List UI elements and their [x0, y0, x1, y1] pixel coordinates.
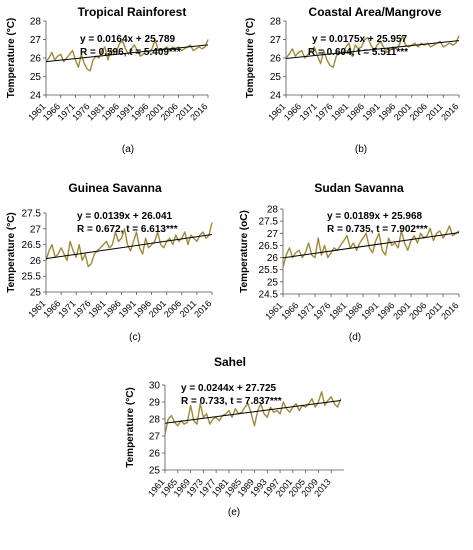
chart-5-y-tick-label: 26	[149, 449, 161, 460]
chart-3-panel-label: (c)	[129, 332, 141, 343]
chart-4-title: Sudan Savanna	[314, 181, 404, 195]
chart-1-y-tick-label: 26	[30, 54, 42, 65]
chart-1-y-tick-label: 24	[30, 91, 42, 102]
chart-4-x-tick-label: 1986	[343, 300, 364, 321]
chart-5-title: Sahel	[214, 355, 246, 369]
chart-3-y-tick-label: 27	[30, 224, 42, 235]
chart-1-equation: y = 0.0164x + 25.789	[80, 34, 176, 45]
chart-4-equation: y = 0.0189x + 25.968	[327, 211, 423, 222]
chart-3-x-tick-label: 2016	[192, 298, 213, 319]
chart-3-y-tick-label: 26	[30, 256, 42, 267]
chart-4-series-line	[282, 225, 460, 268]
chart-5-stats: R = 0.733, t = 7.837***	[181, 396, 282, 407]
chart-1-y-tick-label: 28	[30, 17, 42, 28]
chart-2-y-tick-label: 25	[270, 72, 282, 83]
chart-5-y-tick-label: 30	[149, 381, 161, 392]
chart-4-x-tick-label: 2006	[407, 300, 428, 321]
chart-3-equation: y = 0.0139x + 26.041	[77, 211, 173, 222]
chart-2-y-axis-label: Temperature (°C)	[245, 18, 256, 99]
chart-4-x-tick-label: 2001	[391, 300, 412, 321]
chart-4-y-tick-label: 24.5	[259, 290, 279, 301]
chart-2-x-tick-label: 2016	[439, 101, 460, 122]
chart-5-y-axis-label: Temperature (°C)	[125, 387, 136, 468]
chart-2-series-line	[285, 35, 460, 68]
chart-3-y-tick-label: 25	[30, 288, 42, 299]
chart-1-title: Tropical Rainforest	[78, 5, 187, 19]
chart-5-y-tick-label: 28	[149, 415, 161, 426]
chart-5-series-line	[164, 391, 342, 435]
chart-4-y-tick-label: 28	[267, 205, 279, 216]
chart-2-y-tick-label: 28	[270, 17, 282, 28]
chart-4-y-tick-label: 27	[267, 229, 279, 240]
chart-4-y-tick-label: 25.5	[259, 265, 279, 276]
chart-4-y-tick-label: 27.5	[259, 217, 279, 228]
chart-5-y-tick-label: 25	[149, 466, 161, 477]
chart-2-equation: y = 0.0175x + 25.957	[312, 34, 408, 45]
chart-4-x-tick-label: 2016	[439, 300, 460, 321]
chart-4-y-axis-label: Temperature (oC)	[239, 210, 250, 293]
chart-1-series-line	[45, 38, 209, 72]
chart-4-y-tick-label: 26.5	[259, 241, 279, 252]
chart-3-trend-line	[45, 234, 213, 260]
chart-2-trend-line	[285, 40, 460, 59]
chart-2-title: Coastal Area/Mangrove	[309, 5, 442, 19]
chart-2-y-tick-label: 26	[270, 54, 282, 65]
chart-4-trend-line	[282, 232, 460, 259]
chart-1-panel-label: (a)	[122, 144, 134, 155]
chart-3-stats: R = 0.672, t = 6.613***	[77, 224, 178, 235]
chart-1-trend-line	[45, 44, 209, 63]
chart-2-panel-label: (b)	[355, 144, 367, 155]
chart-1-y-tick-label: 27	[30, 35, 42, 46]
chart-2-stats: R = 0.604, t = 5.511***	[308, 47, 408, 58]
chart-5-equation: y = 0.0244x + 27.725	[181, 383, 277, 394]
chart-4-x-tick-label: 1981	[327, 300, 348, 321]
chart-3-y-axis-label: Temperature (°C)	[6, 212, 17, 293]
chart-5-y-tick-label: 27	[149, 432, 161, 443]
chart-4-x-tick-label: 1991	[359, 300, 380, 321]
chart-1-y-tick-label: 25	[30, 72, 42, 83]
chart-1-stats: R = 0.596, t = 5.409***	[80, 47, 181, 58]
chart-3-y-tick-label: 27.5	[22, 209, 42, 220]
chart-5-panel-label: (e)	[228, 507, 240, 518]
chart-4-x-tick-label: 1966	[279, 300, 300, 321]
chart-3-title: Guinea Savanna	[68, 181, 162, 195]
chart-1-y-axis-label: Temperature (°C)	[6, 18, 17, 99]
chart-4-x-tick-label: 1976	[311, 300, 332, 321]
chart-4-y-tick-label: 25	[267, 277, 279, 288]
chart-4-x-tick-label: 1961	[263, 300, 284, 321]
chart-4-stats: R = 0.735, t = 7.902***	[327, 224, 428, 235]
chart-5-trend-line	[164, 399, 341, 424]
chart-2-y-tick-label: 27	[270, 35, 282, 46]
chart-1-x-tick-label: 2016	[188, 101, 209, 122]
chart-3-y-tick-label: 26.5	[22, 240, 42, 251]
chart-4-y-tick-label: 26	[267, 253, 279, 264]
chart-2-y-tick-label: 24	[270, 91, 282, 102]
chart-3-series-line	[45, 222, 213, 268]
chart-5-y-tick-label: 29	[149, 398, 161, 409]
chart-4-panel-label: (d)	[349, 332, 361, 343]
chart-3-y-tick-label: 25.5	[22, 272, 42, 283]
chart-4-x-tick-label: 1971	[295, 300, 316, 321]
chart-4-x-tick-label: 1996	[375, 300, 396, 321]
